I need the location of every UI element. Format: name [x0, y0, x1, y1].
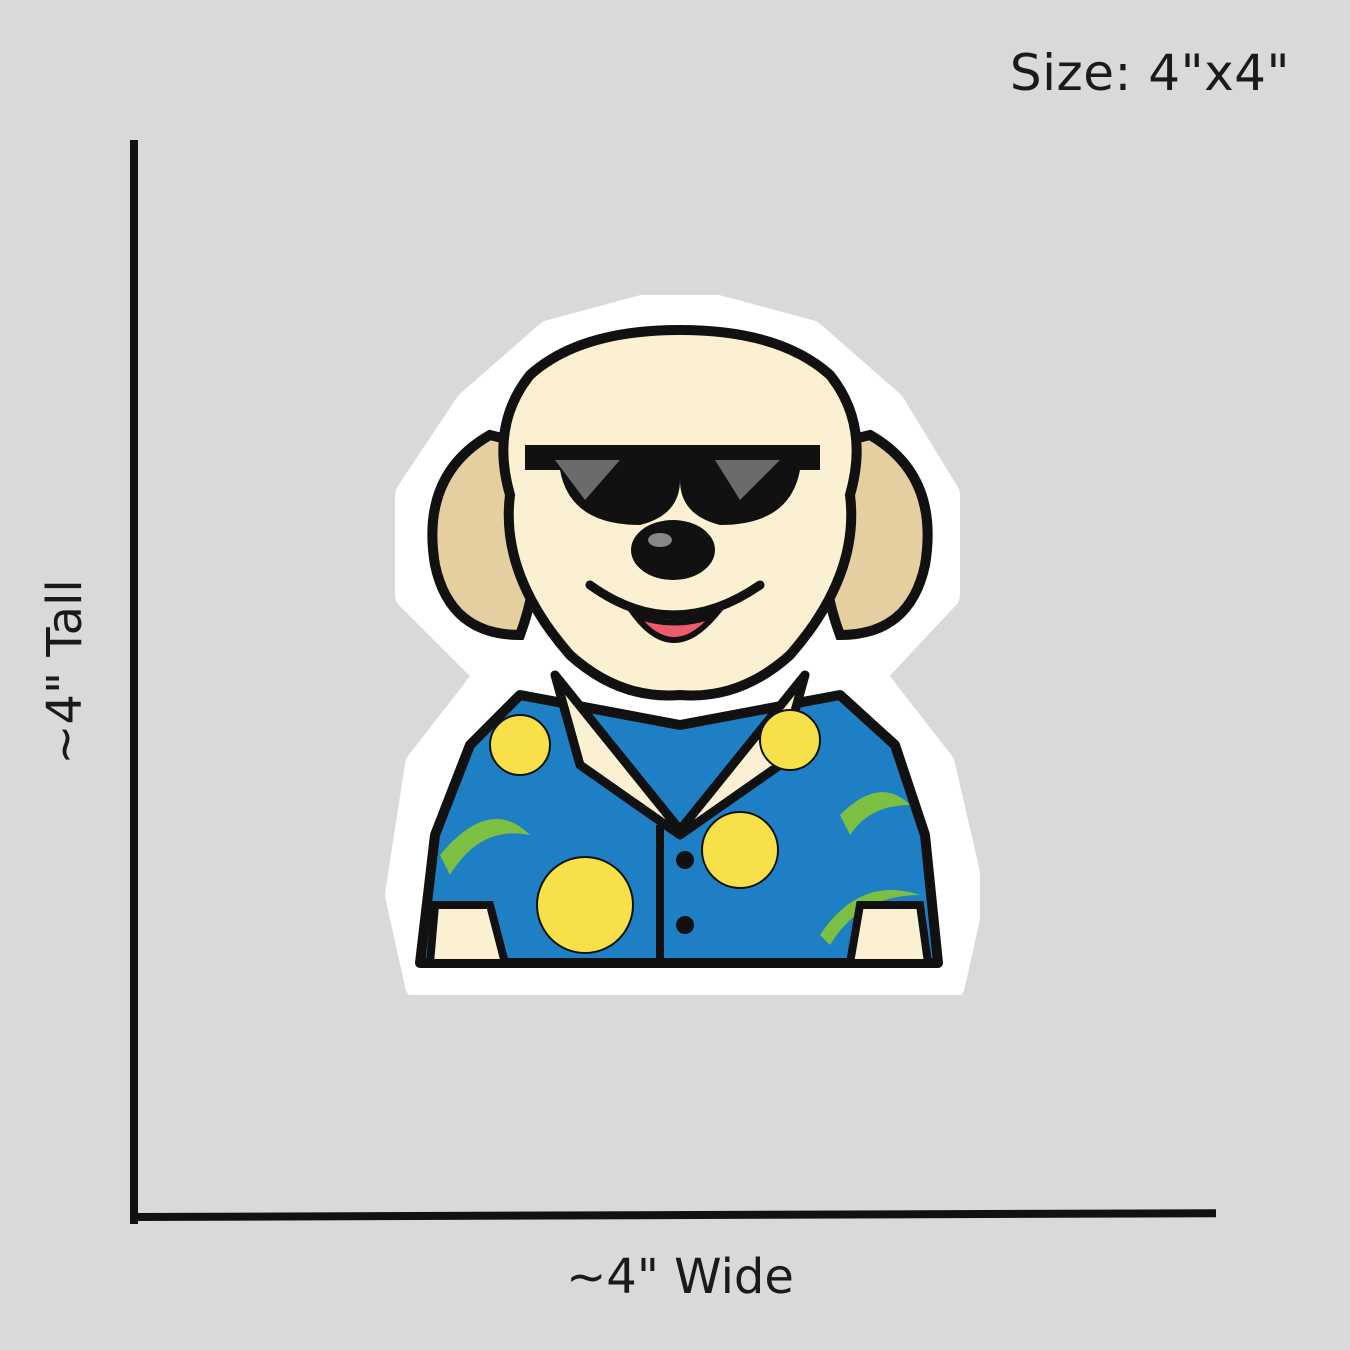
- size-label: Size: 4"x4": [1009, 44, 1290, 102]
- dog-head: [498, 324, 862, 701]
- height-label: ~4" Tall: [37, 579, 93, 765]
- dog-tongue: [626, 608, 725, 643]
- height-dimension-line: [130, 140, 138, 1224]
- dog-sticker-image: [385, 295, 980, 995]
- sunglasses: [525, 445, 820, 525]
- width-label: ~4" Wide: [566, 1249, 794, 1305]
- dog-nose: [631, 520, 715, 580]
- width-dimension-line: [129, 1209, 1217, 1221]
